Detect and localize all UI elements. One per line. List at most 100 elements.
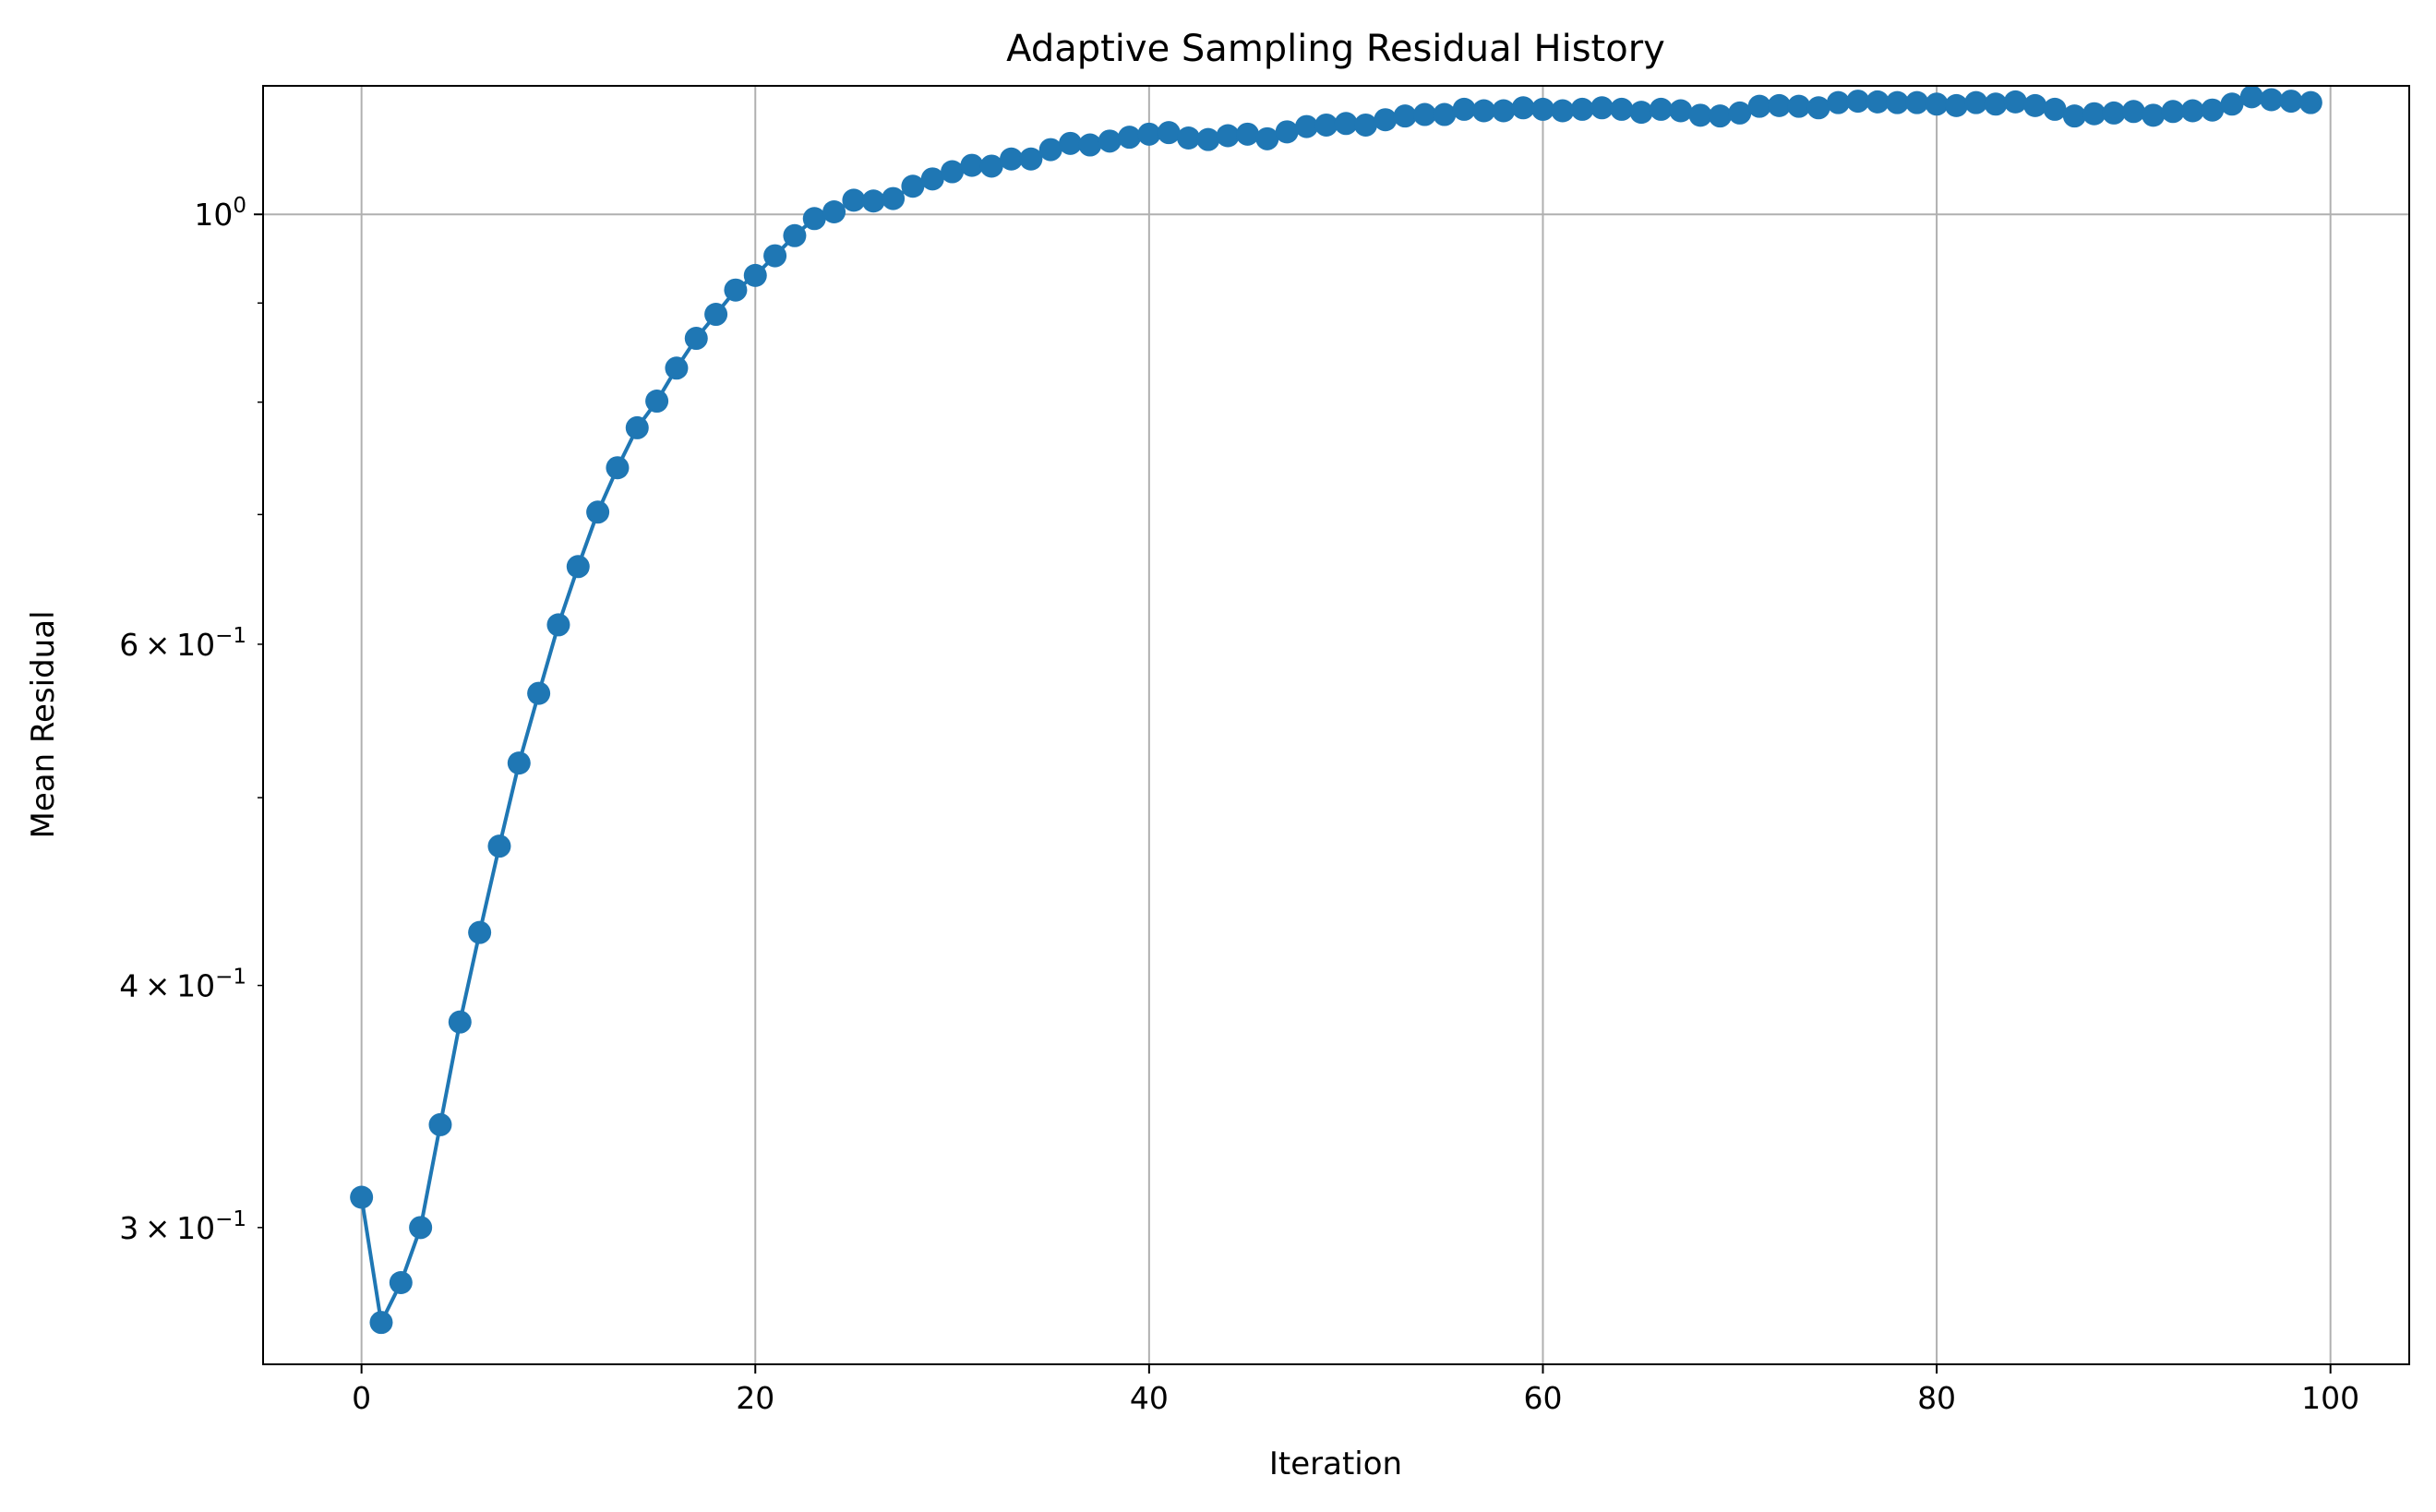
- x-tick-label: 80: [1917, 1380, 1956, 1416]
- x-tick-label: 40: [1130, 1380, 1169, 1416]
- data-point: [2043, 97, 2067, 121]
- data-point: [1649, 97, 1673, 121]
- data-point: [1747, 94, 1771, 118]
- data-point: [2062, 104, 2086, 128]
- data-point: [2161, 100, 2185, 124]
- data-point: [350, 1185, 374, 1209]
- x-tick-label: 20: [736, 1380, 774, 1416]
- data-point: [527, 681, 551, 705]
- y-axis: 100 3 × 10−1 4 × 10−1 6 × 10−1: [119, 194, 263, 1246]
- data-point: [1118, 126, 1142, 150]
- data-point: [960, 153, 984, 177]
- y-axis-label: Mean Residual: [25, 610, 62, 838]
- data-point: [1098, 129, 1122, 153]
- data-point: [1275, 120, 1299, 144]
- data-point: [1393, 104, 1417, 128]
- y-tick-label: 4 × 10−1: [119, 966, 246, 1004]
- data-point: [1610, 97, 1634, 121]
- data-point: [1433, 102, 1457, 126]
- data-point: [842, 188, 866, 212]
- data-point: [1216, 124, 1240, 148]
- data-point: [1314, 113, 1338, 137]
- series-layer: [350, 85, 2322, 1335]
- data-point: [1787, 94, 1811, 118]
- data-point: [2298, 90, 2322, 114]
- data-point: [1767, 93, 1791, 117]
- data-point: [645, 390, 669, 414]
- data-point: [1038, 138, 1062, 162]
- data-point: [1295, 114, 1319, 138]
- data-point: [2142, 103, 2166, 127]
- data-point: [979, 154, 1003, 178]
- data-point: [1353, 113, 1377, 137]
- data-point: [1905, 90, 1929, 114]
- data-point: [369, 1311, 393, 1335]
- data-point: [1078, 133, 1102, 157]
- data-point: [1374, 108, 1398, 132]
- data-point: [1412, 102, 1436, 126]
- x-tick-label: 100: [2301, 1380, 2359, 1416]
- data-point: [586, 500, 610, 524]
- y-tick-label: 100: [194, 194, 246, 233]
- data-point: [1196, 127, 1220, 151]
- data-point: [625, 415, 649, 439]
- y-tick-label: 3 × 10−1: [119, 1207, 246, 1246]
- data-point: [1177, 126, 1201, 150]
- data-point: [941, 160, 965, 184]
- series-line: [359, 94, 2311, 1325]
- data-point: [1570, 97, 1594, 121]
- data-point: [1492, 99, 1516, 123]
- data-point: [2003, 90, 2027, 114]
- data-point: [1334, 112, 1358, 136]
- data-point: [1669, 99, 1693, 123]
- data-point: [1629, 101, 1653, 125]
- data-point: [2220, 92, 2244, 116]
- data-point: [606, 456, 630, 480]
- data-point: [1846, 90, 1870, 114]
- data-point: [1471, 99, 1495, 123]
- data-point: [684, 327, 708, 351]
- data-point: [1984, 92, 2008, 116]
- data-point: [428, 1112, 452, 1136]
- data-point: [546, 613, 570, 637]
- data-point: [1708, 104, 1732, 128]
- data-point: [2201, 98, 2225, 122]
- data-point: [861, 189, 885, 213]
- data-point: [487, 834, 511, 858]
- data-point: [920, 167, 944, 191]
- data-point: [1255, 126, 1279, 150]
- data-point: [2180, 99, 2204, 123]
- data-point: [882, 186, 906, 210]
- data-point: [763, 244, 787, 268]
- data-point: [1000, 147, 1024, 171]
- plot-frame: [262, 85, 2410, 1365]
- data-point: [1157, 121, 1181, 145]
- grid-lines: [263, 86, 2409, 1364]
- data-point: [1059, 131, 1083, 155]
- data-point: [704, 303, 728, 327]
- data-point: [2279, 90, 2303, 114]
- data-point: [1530, 97, 1554, 121]
- data-point: [1590, 96, 1614, 120]
- data-point: [743, 263, 767, 287]
- data-point: [802, 207, 826, 231]
- data-point: [2121, 100, 2145, 124]
- data-point: [1236, 122, 1260, 146]
- data-point: [409, 1216, 433, 1240]
- data-point: [1728, 101, 1752, 125]
- data-point: [2082, 102, 2106, 126]
- data-point: [1511, 96, 1535, 120]
- data-point: [1866, 90, 1890, 114]
- chart-title: Adaptive Sampling Residual History: [1006, 28, 1665, 70]
- data-point: [1452, 97, 1476, 121]
- data-point: [1964, 90, 1988, 114]
- data-point: [1925, 92, 1949, 116]
- data-point: [783, 223, 807, 247]
- data-point: [724, 278, 748, 302]
- data-point: [2260, 88, 2284, 112]
- data-point: [901, 174, 925, 198]
- data-point: [2239, 85, 2263, 109]
- data-point: [389, 1270, 413, 1294]
- data-point: [566, 555, 590, 579]
